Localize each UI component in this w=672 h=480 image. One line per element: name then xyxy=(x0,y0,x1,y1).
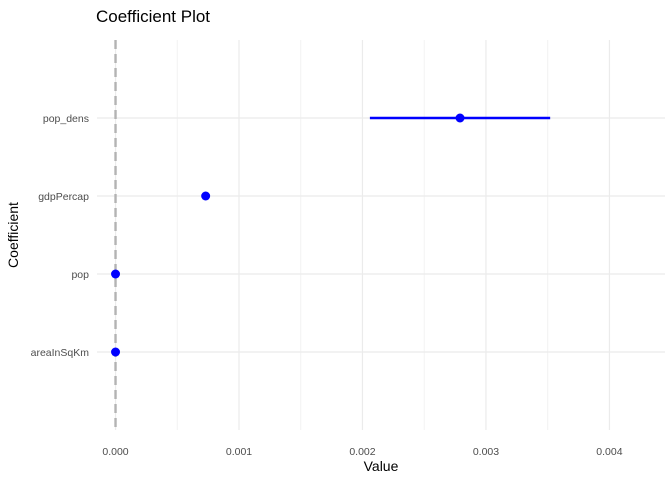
data-point-pop_dens xyxy=(455,113,465,123)
y-axis-tick-labels: areaInSqKm pop gdpPercap pop_dens xyxy=(31,113,90,359)
data-points xyxy=(111,113,465,357)
chart-title: Coefficient Plot xyxy=(96,7,210,26)
x-tick-label: 0.004 xyxy=(596,446,622,458)
data-point-gdpPercap xyxy=(201,191,211,201)
x-tick-label: 0.000 xyxy=(102,446,128,458)
x-axis-tick-labels: 0.000 0.001 0.002 0.003 0.004 xyxy=(102,446,622,458)
x-tick-label: 0.002 xyxy=(349,446,375,458)
x-axis-title: Value xyxy=(364,458,399,474)
y-tick-label: pop_dens xyxy=(43,113,89,125)
y-tick-label: pop xyxy=(71,269,89,281)
y-axis-title: Coefficient xyxy=(5,202,21,268)
data-point-pop xyxy=(111,269,121,279)
x-tick-label: 0.003 xyxy=(473,446,499,458)
grid-minor xyxy=(176,40,549,430)
x-tick-label: 0.001 xyxy=(226,446,252,458)
y-tick-label: areaInSqKm xyxy=(31,347,90,359)
y-tick-label: gdpPercap xyxy=(38,191,89,203)
grid-major xyxy=(97,40,665,430)
data-point-areaInSqKm xyxy=(111,347,121,357)
